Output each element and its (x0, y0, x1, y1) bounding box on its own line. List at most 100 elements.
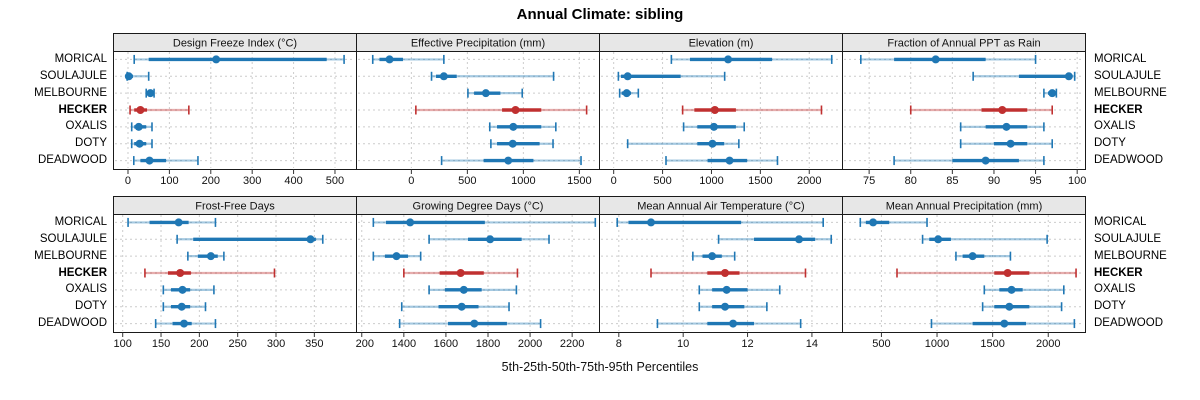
panel-title: Growing Degree Days (°C) (413, 201, 544, 213)
tick-label: 0 (611, 175, 617, 187)
median-dot (145, 156, 154, 165)
median-dot (306, 235, 315, 244)
median-dot (146, 89, 155, 98)
whisker-soulajule-frost-free-days (176, 234, 324, 244)
whisker-deadwood-mean-annual-precipitation-mm (930, 319, 1076, 329)
median-dot (709, 122, 718, 131)
panel-title: Mean Annual Precipitation (mm) (886, 201, 1043, 213)
site-label-deadwood: DEADWOOD (1094, 317, 1163, 330)
tick-label: 2000 (1036, 338, 1060, 350)
median-dot (456, 269, 465, 277)
whisker-soulajule-growing-degree-days-c (428, 234, 550, 244)
whisker-doty-mean-annual-precipitation-mm (981, 302, 1063, 312)
site-labels-left-bottom: MORICAL SOULAJULE MELBOURNE HECKER OXALIS DOT… (0, 196, 113, 354)
whisker-melbourne-effective-precipitation-mm (467, 88, 524, 98)
whisker-morical-fraction-of-annual-ppt-as-rain (860, 54, 1037, 64)
tick-label: 500 (458, 175, 476, 187)
whisker-morical-elevation-m (670, 54, 833, 64)
site-label-soulajule: SOULAJULE (1094, 69, 1162, 82)
panel-mean-annual-precipitation-mm: Mean Annual Precipitation (mm) 500 1000 150… (842, 196, 1086, 350)
whisker-melbourne-elevation-m (618, 88, 640, 98)
site-label-morical: MORICAL (54, 52, 107, 65)
tick-label: 100 (160, 175, 178, 187)
median-dot (136, 106, 145, 114)
whisker-morical-growing-degree-days-c (372, 217, 597, 227)
median-dot (180, 319, 189, 328)
median-dot (623, 72, 632, 81)
median-dot (511, 106, 520, 114)
tick-label: 250 (229, 338, 247, 350)
tick-label: 2000 (797, 175, 821, 187)
median-dot (1005, 302, 1014, 311)
site-label-hecker: HECKER (1094, 266, 1143, 279)
whisker-melbourne-mean-annual-precipitation-mm (955, 251, 1012, 261)
tick-label: 14 (806, 338, 818, 350)
whisker-morical-design-freeze-index-c (133, 54, 345, 64)
median-dot (708, 139, 717, 148)
tick-label: 0 (125, 175, 131, 187)
tick-label: 1500 (748, 175, 772, 187)
site-label-doty: DOTY (75, 137, 107, 150)
whisker-doty-growing-degree-days-c (400, 302, 510, 312)
site-label-oxalis: OXALIS (1094, 120, 1136, 133)
whisker-hecker-frost-free-days (144, 268, 276, 278)
site-label-deadwood: DEADWOOD (1094, 154, 1163, 167)
site-labels-right-top: MORICAL SOULAJULE MELBOURNE HECKER OXALIS DOT… (1086, 33, 1197, 191)
median-dot (508, 139, 517, 148)
site-label-soulajule: SOULAJULE (1094, 232, 1162, 245)
whisker-hecker-elevation-m (681, 105, 823, 115)
whisker-hecker-growing-degree-days-c (403, 268, 519, 278)
site-label-doty: DOTY (75, 300, 107, 313)
panel-row-bottom: MORICAL SOULAJULE MELBOURNE HECKER OXALIS DOT… (0, 196, 1200, 354)
tick-label: 400 (284, 175, 302, 187)
median-dot (721, 269, 730, 277)
median-dot (729, 319, 738, 328)
site-label-soulajule: SOULAJULE (39, 69, 107, 82)
whisker-morical-frost-free-days (127, 217, 217, 227)
whisker-oxalis-mean-annual-precipitation-mm (983, 285, 1065, 295)
site-label-melbourne: MELBOURNE (1094, 249, 1167, 262)
whisker-deadwood-frost-free-days (154, 319, 217, 329)
whisker-hecker-mean-annual-air-temperature-c (650, 268, 807, 278)
tick-label: 500 (326, 175, 344, 187)
whisker-deadwood-growing-degree-days-c (398, 319, 542, 329)
tick-label: 350 (305, 338, 323, 350)
tick-label: 1200 (356, 338, 374, 350)
median-dot (174, 218, 183, 227)
median-dot (486, 235, 495, 244)
median-dot (931, 55, 940, 64)
whisker-soulajule-fraction-of-annual-ppt-as-rain (972, 71, 1076, 81)
median-dot (406, 218, 415, 227)
tick-label: 75 (863, 175, 875, 187)
whisker-doty-frost-free-days (162, 302, 207, 312)
tick-label: 100 (114, 338, 132, 350)
panel-fraction-of-annual-ppt-as-rain: Fraction of Annual PPT as Rain 75 80 85 90 95… (842, 33, 1086, 187)
tick-label: 150 (152, 338, 170, 350)
median-dot (392, 252, 401, 261)
tick-label: 8 (616, 338, 622, 350)
median-dot (459, 285, 468, 294)
median-dot (124, 72, 133, 81)
tick-label: 100 (1068, 175, 1086, 187)
site-label-soulajule: SOULAJULE (39, 232, 107, 245)
tick-label: 300 (243, 175, 261, 187)
whisker-oxalis-mean-annual-air-temperature-c (698, 285, 781, 295)
tick-label: 80 (905, 175, 917, 187)
whisker-melbourne-design-freeze-index-c (145, 88, 155, 98)
tick-label: 1000 (699, 175, 723, 187)
median-dot (1000, 319, 1009, 328)
whisker-hecker-mean-annual-precipitation-mm (896, 268, 1077, 278)
median-dot (178, 285, 187, 294)
site-label-deadwood: DEADWOOD (38, 317, 107, 330)
panel-row-top: MORICAL SOULAJULE MELBOURNE HECKER OXALIS DOT… (0, 33, 1200, 191)
whisker-oxalis-fraction-of-annual-ppt-as-rain (959, 122, 1045, 132)
whisker-hecker-effective-precipitation-mm (415, 105, 588, 115)
median-dot (968, 252, 977, 261)
panel-effective-precipitation-mm: Effective Precipitation (mm) 0 500 1000 1500 (356, 33, 600, 187)
site-label-hecker: HECKER (58, 103, 107, 116)
tick-label: 95 (1029, 175, 1041, 187)
median-dot (1007, 285, 1016, 294)
median-dot (135, 139, 144, 148)
site-label-doty: DOTY (1094, 137, 1126, 150)
tick-label: 1000 (511, 175, 535, 187)
